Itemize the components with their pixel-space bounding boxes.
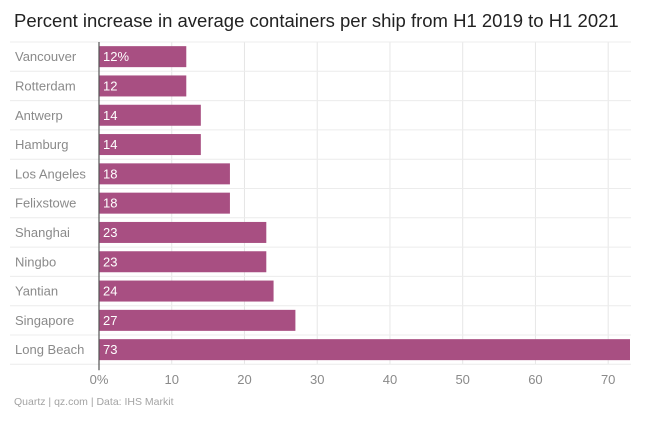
bar bbox=[99, 251, 267, 273]
category-labels: Vancouver Rotterdam Antwerp Hamburg Los Ange… bbox=[15, 49, 86, 357]
bar-value-label: 23 bbox=[103, 225, 117, 240]
category-label: Felixstowe bbox=[15, 196, 76, 211]
category-label: Ningbo bbox=[15, 254, 56, 269]
category-label: Long Beach bbox=[15, 342, 84, 357]
bar-value-label: 12 bbox=[103, 78, 117, 93]
x-tick-label: 50 bbox=[455, 372, 469, 387]
category-label: Hamburg bbox=[15, 137, 68, 152]
bar bbox=[99, 280, 274, 302]
source-note: Quartz | qz.com | Data: IHS Markit bbox=[14, 396, 174, 408]
x-tick-labels: 0% 10 20 30 40 50 60 70 bbox=[90, 372, 616, 387]
category-label: Rotterdam bbox=[15, 78, 76, 93]
bar-value-label: 18 bbox=[103, 196, 117, 211]
value-labels: 12% 12 14 14 18 18 23 23 24 27 73 bbox=[103, 49, 129, 357]
bar bbox=[99, 309, 296, 331]
bar-value-label: 73 bbox=[103, 342, 117, 357]
bar bbox=[99, 339, 630, 361]
bar-value-label: 27 bbox=[103, 313, 117, 328]
x-tick-label: 10 bbox=[165, 372, 179, 387]
x-tick-label: 60 bbox=[528, 372, 542, 387]
bar bbox=[99, 221, 267, 243]
bar bbox=[99, 163, 230, 185]
bar-value-label: 18 bbox=[103, 166, 117, 181]
category-label: Antwerp bbox=[15, 108, 63, 123]
bar bbox=[99, 192, 230, 214]
bar-value-label: 14 bbox=[103, 108, 117, 123]
category-label: Vancouver bbox=[15, 49, 77, 64]
bar bbox=[99, 134, 201, 156]
bar bbox=[99, 75, 187, 97]
bar-value-label: 23 bbox=[103, 254, 117, 269]
bar bbox=[99, 104, 201, 126]
x-tick-label: 0% bbox=[90, 372, 109, 387]
x-tick-label: 70 bbox=[601, 372, 615, 387]
category-label: Yantian bbox=[15, 284, 58, 299]
x-tick-label: 20 bbox=[237, 372, 251, 387]
bars bbox=[99, 46, 630, 361]
bar bbox=[99, 46, 187, 68]
bar-value-label: 24 bbox=[103, 284, 117, 299]
category-label: Shanghai bbox=[15, 225, 70, 240]
bar-value-label: 14 bbox=[103, 137, 117, 152]
x-tick-label: 40 bbox=[383, 372, 397, 387]
row-separators bbox=[10, 41, 631, 365]
chart-title: Percent increase in average containers p… bbox=[14, 10, 619, 31]
x-tick-label: 30 bbox=[310, 372, 324, 387]
category-label: Singapore bbox=[15, 313, 74, 328]
category-label: Los Angeles bbox=[15, 166, 86, 181]
bar-value-label: 12% bbox=[103, 49, 129, 64]
